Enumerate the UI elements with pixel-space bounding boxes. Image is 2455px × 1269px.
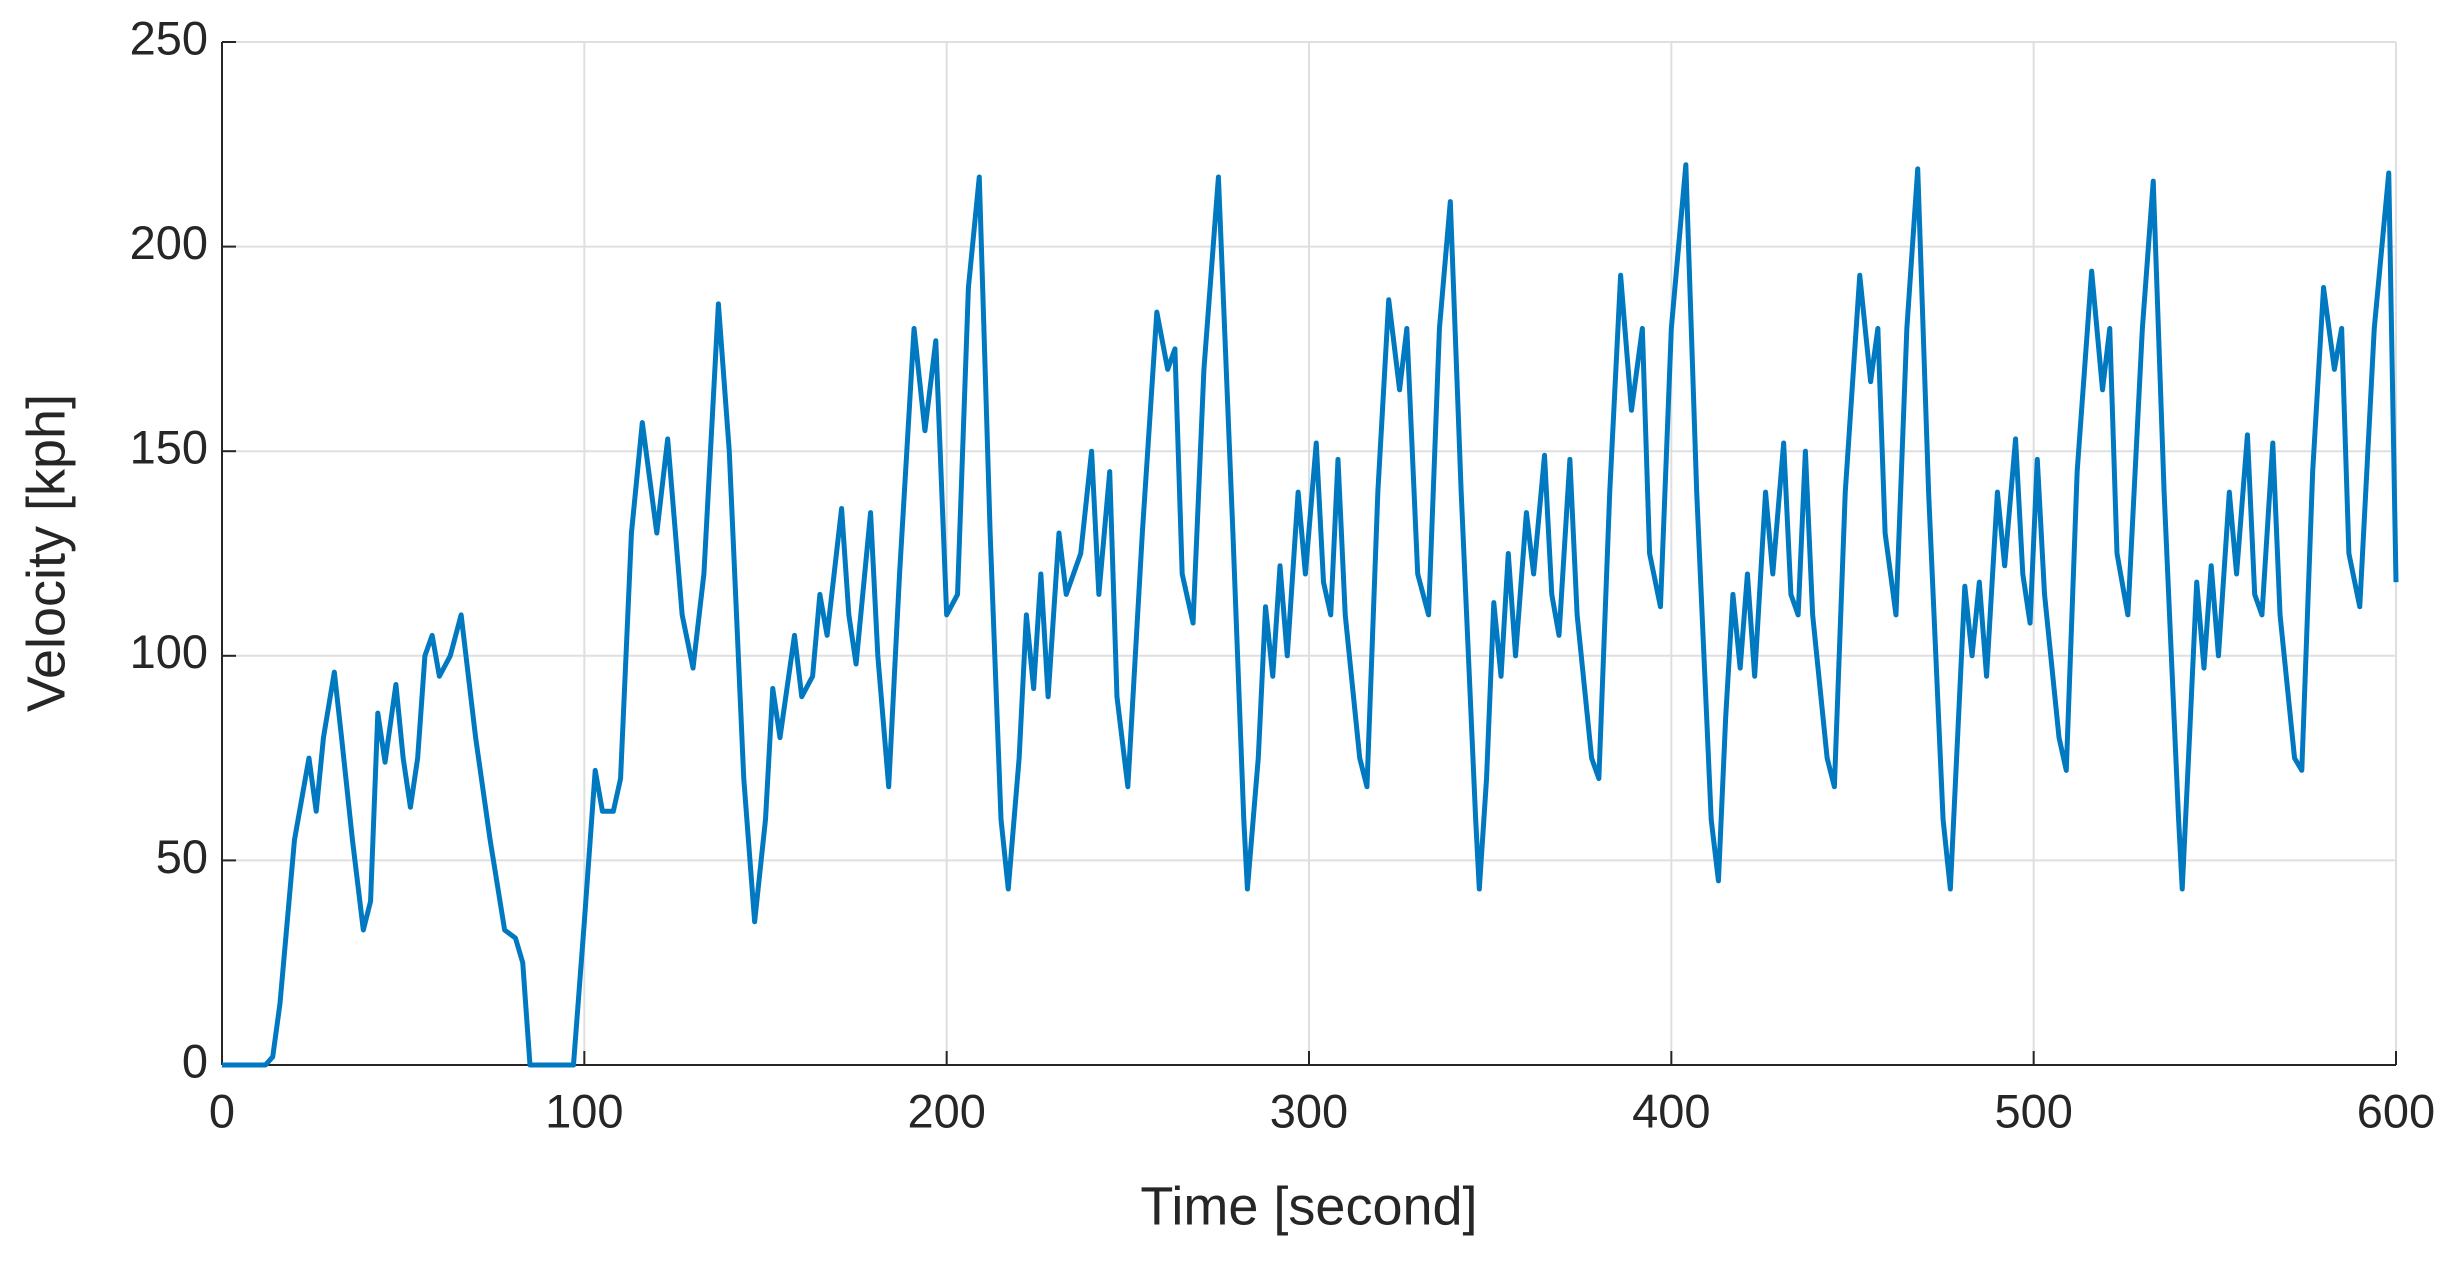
x-tick-label: 300 xyxy=(1270,1084,1348,1137)
x-tick-label: 600 xyxy=(2357,1084,2435,1137)
x-tick-label: 100 xyxy=(545,1084,623,1137)
x-tick-label: 400 xyxy=(1632,1084,1710,1137)
x-tick-label: 200 xyxy=(907,1084,985,1137)
y-tick-label: 250 xyxy=(130,11,208,64)
y-tick-label: 100 xyxy=(130,625,208,678)
x-axis-label: Time [second] xyxy=(1140,1176,1477,1236)
x-tick-label: 0 xyxy=(209,1084,235,1137)
y-tick-label: 150 xyxy=(130,421,208,474)
y-tick-label: 200 xyxy=(130,216,208,269)
y-tick-label: 50 xyxy=(156,830,208,883)
x-tick-label: 500 xyxy=(1994,1084,2072,1137)
y-tick-label: 0 xyxy=(182,1034,208,1087)
y-axis-label: Velocity [kph] xyxy=(16,394,76,712)
data-line xyxy=(222,162,2399,1068)
